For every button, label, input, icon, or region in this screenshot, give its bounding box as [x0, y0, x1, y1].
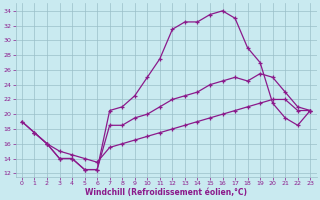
X-axis label: Windchill (Refroidissement éolien,°C): Windchill (Refroidissement éolien,°C): [85, 188, 247, 197]
